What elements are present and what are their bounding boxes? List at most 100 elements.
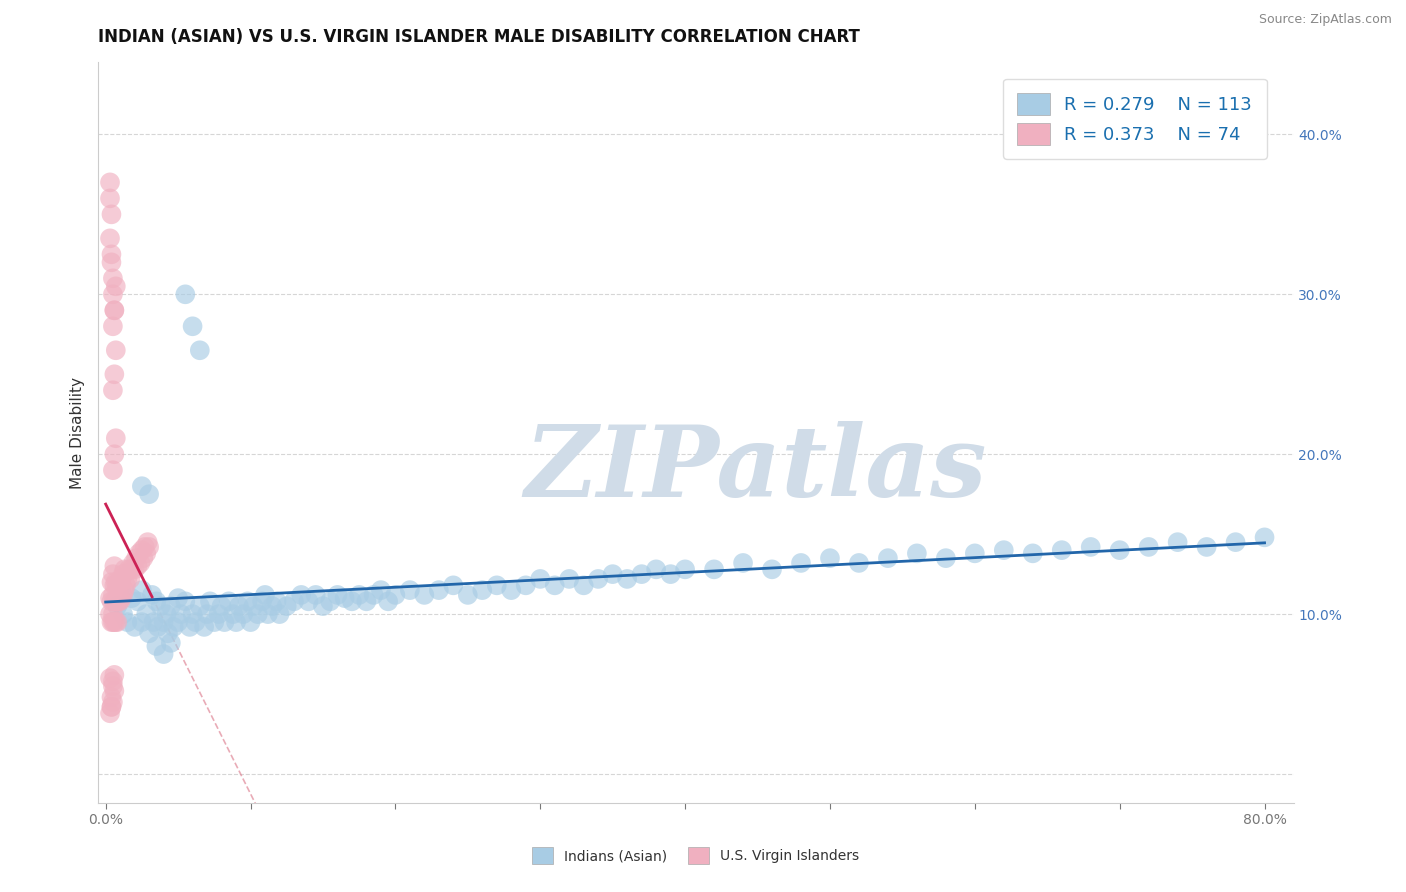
Point bbox=[250, 594, 273, 608]
Point bbox=[100, 690, 122, 705]
Point bbox=[146, 620, 169, 634]
Point bbox=[485, 578, 508, 592]
Point bbox=[100, 594, 122, 608]
Point bbox=[132, 551, 155, 566]
Point bbox=[112, 567, 135, 582]
Text: ZIPatlas: ZIPatlas bbox=[524, 421, 987, 518]
Point bbox=[101, 588, 124, 602]
Text: INDIAN (ASIAN) VS U.S. VIRGIN ISLANDER MALE DISABILITY CORRELATION CHART: INDIAN (ASIAN) VS U.S. VIRGIN ISLANDER M… bbox=[98, 28, 860, 45]
Point bbox=[441, 578, 464, 592]
Point bbox=[101, 674, 124, 689]
Point bbox=[963, 546, 986, 560]
Point bbox=[138, 487, 160, 501]
Point bbox=[246, 607, 269, 621]
Point bbox=[181, 319, 204, 334]
Point bbox=[236, 594, 259, 608]
Point bbox=[181, 607, 204, 621]
Point bbox=[363, 588, 385, 602]
Point bbox=[761, 562, 783, 576]
Point bbox=[104, 279, 127, 293]
Point bbox=[877, 551, 900, 566]
Point bbox=[156, 626, 179, 640]
Point bbox=[269, 607, 291, 621]
Point bbox=[136, 535, 159, 549]
Point bbox=[586, 572, 609, 586]
Point bbox=[326, 588, 349, 602]
Point bbox=[105, 599, 128, 614]
Point bbox=[645, 562, 668, 576]
Point bbox=[98, 231, 121, 245]
Point bbox=[993, 543, 1015, 558]
Point bbox=[138, 626, 160, 640]
Point bbox=[100, 255, 122, 269]
Point bbox=[110, 572, 132, 586]
Point bbox=[108, 594, 131, 608]
Point bbox=[616, 572, 638, 586]
Point bbox=[1137, 540, 1160, 554]
Point bbox=[1167, 535, 1189, 549]
Point bbox=[129, 556, 152, 570]
Point bbox=[138, 540, 160, 554]
Point bbox=[208, 607, 231, 621]
Point bbox=[101, 695, 124, 709]
Point bbox=[98, 191, 121, 205]
Point bbox=[266, 594, 288, 608]
Point bbox=[501, 583, 523, 598]
Text: Source: ZipAtlas.com: Source: ZipAtlas.com bbox=[1258, 13, 1392, 27]
Point bbox=[145, 639, 167, 653]
Point bbox=[100, 615, 122, 629]
Point bbox=[167, 615, 190, 629]
Point bbox=[731, 556, 754, 570]
Point bbox=[141, 588, 163, 602]
Point bbox=[101, 567, 124, 582]
Point bbox=[848, 556, 870, 570]
Point bbox=[290, 588, 312, 602]
Point bbox=[142, 615, 165, 629]
Point bbox=[163, 620, 186, 634]
Point bbox=[544, 578, 567, 592]
Point bbox=[195, 607, 218, 621]
Point bbox=[305, 588, 328, 602]
Point bbox=[110, 591, 132, 606]
Point bbox=[127, 594, 149, 608]
Point bbox=[297, 594, 319, 608]
Point bbox=[127, 559, 149, 574]
Point bbox=[1050, 543, 1073, 558]
Point bbox=[100, 207, 122, 221]
Point bbox=[253, 588, 276, 602]
Point bbox=[100, 699, 122, 714]
Point bbox=[356, 594, 378, 608]
Point bbox=[124, 562, 146, 576]
Point bbox=[370, 583, 392, 598]
Point bbox=[98, 175, 121, 189]
Point bbox=[103, 303, 125, 318]
Point bbox=[101, 607, 124, 621]
Point bbox=[179, 620, 201, 634]
Point bbox=[155, 607, 177, 621]
Point bbox=[427, 583, 450, 598]
Point bbox=[101, 679, 124, 693]
Point bbox=[131, 479, 153, 493]
Point bbox=[515, 578, 537, 592]
Point bbox=[1022, 546, 1045, 560]
Point bbox=[98, 607, 121, 621]
Point bbox=[225, 615, 247, 629]
Point bbox=[98, 591, 121, 606]
Point bbox=[1195, 540, 1218, 554]
Point bbox=[103, 303, 125, 318]
Point bbox=[1253, 530, 1275, 544]
Point bbox=[160, 636, 183, 650]
Point bbox=[104, 594, 127, 608]
Point bbox=[935, 551, 957, 566]
Point bbox=[659, 567, 682, 582]
Point bbox=[529, 572, 551, 586]
Point bbox=[276, 599, 298, 614]
Point bbox=[347, 588, 370, 602]
Point bbox=[105, 615, 128, 629]
Point bbox=[121, 591, 143, 606]
Point bbox=[202, 615, 225, 629]
Point bbox=[135, 546, 157, 560]
Point bbox=[242, 599, 264, 614]
Point bbox=[100, 575, 122, 590]
Point bbox=[340, 594, 363, 608]
